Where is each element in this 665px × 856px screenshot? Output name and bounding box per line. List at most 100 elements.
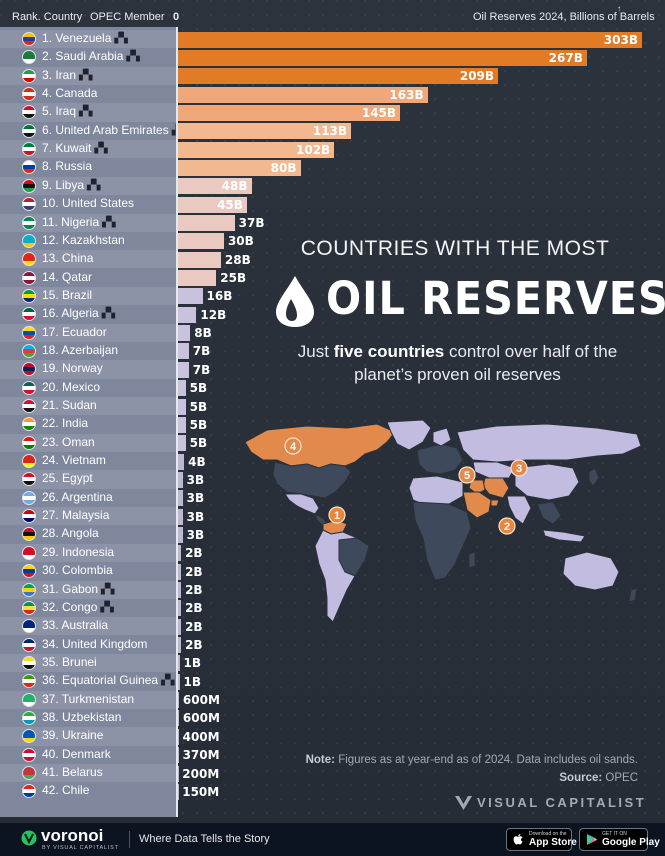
data-label: 209B xyxy=(459,69,495,84)
country-name: 9. Libya xyxy=(42,177,85,192)
bar xyxy=(178,490,183,507)
country-name: 31. Gabon xyxy=(42,581,99,596)
country-label: 27. Malaysia xyxy=(42,508,109,522)
bar xyxy=(178,380,186,397)
bar xyxy=(178,141,335,158)
country-name: 32. Congo xyxy=(42,599,98,614)
country-name: 19. Norway xyxy=(42,361,103,376)
bar xyxy=(178,215,235,231)
country-row: 4. Canada xyxy=(0,85,177,103)
country-name: 14. Qatar xyxy=(42,269,93,284)
bar xyxy=(178,68,499,85)
flag-icon xyxy=(22,674,36,689)
country-name: 28. Angola xyxy=(42,526,99,541)
data-label: 150M xyxy=(182,784,220,799)
flag-icon xyxy=(22,178,36,193)
country-label: 3. Iran ▞▚ xyxy=(42,68,92,82)
data-label: 2B xyxy=(185,638,203,653)
opec-member-icon: ▞▚ xyxy=(100,601,113,613)
country-name: 39. Ukraine xyxy=(42,728,104,743)
country-row: 9. Libya ▞▚ xyxy=(0,176,177,196)
country-label: 24. Vietnam xyxy=(42,453,106,467)
data-label: 303B xyxy=(603,32,638,47)
country-name: 38. Uzbekistan xyxy=(42,709,122,724)
data-label: 80B xyxy=(270,160,297,175)
country-label: 22. India xyxy=(42,416,88,430)
opec-member-icon: ▞▚ xyxy=(79,69,92,81)
map-saudi-arabia xyxy=(462,491,492,519)
country-row: 8. Russia xyxy=(0,158,177,176)
country-name: 35. Brunei xyxy=(42,654,97,669)
bar xyxy=(178,159,301,176)
country-name: 33. Australia xyxy=(42,618,109,633)
app-store-button[interactable]: Download on the App Store xyxy=(506,828,577,851)
country-label: 29. Indonesia xyxy=(42,545,114,559)
opec-member-icon: ▞▚ xyxy=(101,308,115,320)
map-canada xyxy=(244,423,396,469)
country-name: 11. Nigeria xyxy=(42,214,100,229)
world-map: 4 1 5 3 2 xyxy=(244,420,642,623)
country-name: 30. Colombia xyxy=(42,563,113,578)
country-label: 41. Belarus xyxy=(42,765,103,779)
country-row: 13. China xyxy=(0,250,177,269)
map-marker-2: 2 xyxy=(498,517,516,535)
flag-icon xyxy=(22,784,36,799)
country-row: 42. Chile xyxy=(0,782,177,800)
flag-icon xyxy=(22,417,36,432)
flag-icon xyxy=(22,527,36,542)
svg-text:1: 1 xyxy=(334,510,340,522)
bar xyxy=(178,31,642,48)
opec-member-icon: ▞▚ xyxy=(87,179,100,191)
data-label: 7B xyxy=(192,344,211,359)
google-play-icon xyxy=(587,834,597,845)
opec-member-icon: ▞▚ xyxy=(79,106,92,118)
country-row: 33. Australia xyxy=(0,617,177,636)
source-label: Source: xyxy=(559,772,603,784)
source: Source: OPEC xyxy=(400,772,638,784)
google-play-button[interactable]: GET IT ON Google Play xyxy=(579,828,660,851)
bar xyxy=(178,655,180,672)
map-africa-central xyxy=(412,501,472,581)
map-europe xyxy=(416,443,464,475)
voronoi-brand[interactable]: voronoi xyxy=(41,826,104,845)
data-label: 2B xyxy=(185,601,203,616)
map-marker-4: 4 xyxy=(284,437,302,455)
axis-title: Oil Reserves 2024, Billions of Barrels xyxy=(473,11,655,23)
country-row: 41. Belarus xyxy=(0,764,177,783)
map-southeast-asia xyxy=(536,501,562,525)
country-row: 14. Qatar xyxy=(0,269,177,287)
flag-icon xyxy=(22,710,36,725)
flag-icon xyxy=(22,564,36,579)
data-label: 2B xyxy=(185,564,203,579)
column-header-opec-member: OPEC Member xyxy=(90,11,165,23)
voronoi-logo-icon[interactable] xyxy=(21,830,37,846)
bar xyxy=(178,270,217,287)
data-label: 48B xyxy=(221,179,248,194)
data-label: 2B xyxy=(185,583,203,597)
country-label: 31. Gabon ▞▚ xyxy=(42,581,115,596)
bar xyxy=(178,692,179,709)
country-name: 40. Denmark xyxy=(42,746,111,761)
map-north-africa xyxy=(408,475,464,507)
country-label: 2. Saudi Arabia ▞▚ xyxy=(42,49,140,63)
country-row: 15. Brazil xyxy=(0,286,177,306)
flag-icon xyxy=(22,637,36,652)
subtitle-pre: Just xyxy=(297,342,334,361)
country-name: 1. Venezuela xyxy=(42,31,112,45)
footer-tagline: Where Data Tells the Story xyxy=(139,833,270,845)
country-row: 1. Venezuela ▞▚ xyxy=(0,30,177,49)
bar xyxy=(178,343,189,360)
country-label: 42. Chile xyxy=(42,783,89,797)
data-label: 5B xyxy=(189,399,208,414)
flag-icon xyxy=(22,729,36,744)
country-row: 29. Indonesia xyxy=(0,543,177,563)
bar xyxy=(178,618,182,635)
country-row: 10. United States xyxy=(0,195,177,213)
country-label: 36. Equatorial Guinea ▞▚ xyxy=(42,673,175,687)
country-row: 24. Vietnam xyxy=(0,452,177,470)
data-label: 3B xyxy=(186,509,205,524)
data-label: 5B xyxy=(189,381,208,396)
map-brazil xyxy=(338,537,370,577)
svg-text:3: 3 xyxy=(516,463,522,475)
country-label: 8. Russia xyxy=(42,159,92,173)
